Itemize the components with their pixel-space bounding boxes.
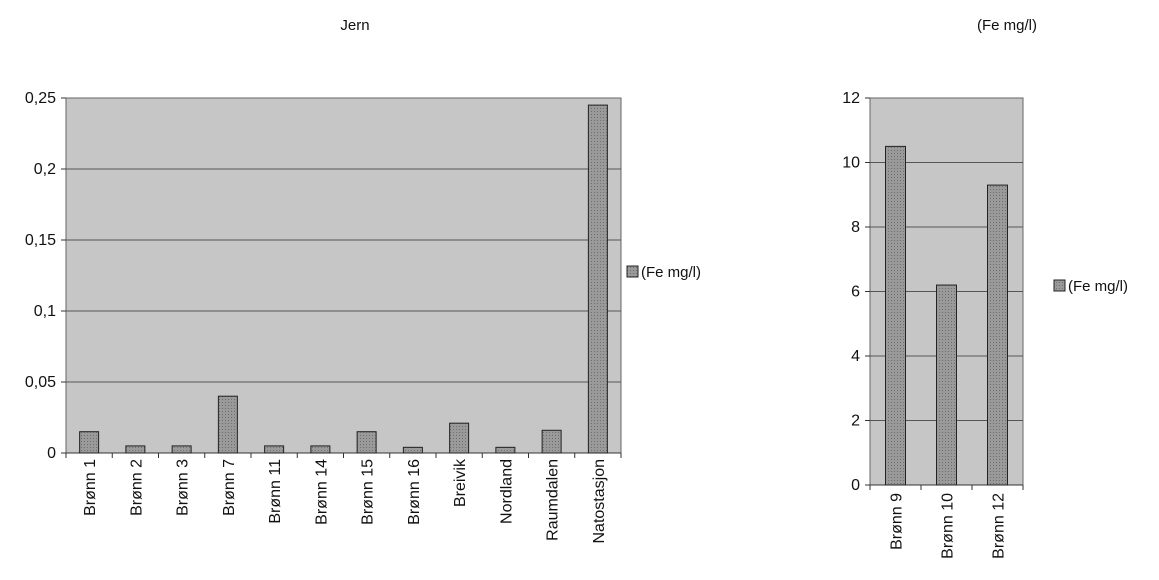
- x-tick-label: Raumdalen: [545, 459, 562, 541]
- x-tick-label: Brønn 10: [940, 493, 957, 559]
- bar: [885, 145, 906, 486]
- bar: [936, 284, 957, 486]
- bar: [264, 445, 285, 454]
- legend-label: (Fe mg/l): [1068, 278, 1128, 295]
- x-axis-labels: Brønn 9 Brønn 10 Brønn 12: [869, 485, 1024, 559]
- x-tick-label: Brønn 2: [128, 459, 145, 516]
- x-tick-label: Natostasjon: [591, 459, 608, 544]
- x-tick-label: Brønn 1: [82, 459, 99, 516]
- y-tick-label: 12: [842, 90, 860, 107]
- bar: [587, 104, 608, 454]
- bars: [79, 104, 608, 454]
- bars: [885, 145, 1008, 486]
- y-tick-label: 8: [851, 219, 860, 236]
- y-tick-label: 0: [47, 445, 56, 462]
- bar: [987, 184, 1008, 486]
- x-tick-label: Brønn 9: [889, 493, 906, 550]
- bar: [125, 445, 146, 454]
- y-tick-label: 0,15: [25, 232, 56, 249]
- x-tick-label: Brønn 3: [175, 459, 192, 516]
- bar: [402, 446, 423, 454]
- x-tick-label: Brønn 7: [221, 459, 238, 516]
- legend: (Fe mg/l): [626, 264, 701, 281]
- plot-area: [65, 97, 622, 454]
- x-axis-labels: Brønn 1 Brønn 2 Brønn 3 Brønn 7 Brønn 11 Brøn…: [65, 453, 622, 544]
- y-tick-label: 6: [851, 284, 860, 301]
- legend: (Fe mg/l): [1053, 278, 1128, 295]
- y-tick-label: 10: [842, 155, 860, 172]
- x-tick-label: Brønn 16: [406, 459, 423, 525]
- bar: [79, 431, 100, 454]
- y-tick-label: 0: [851, 477, 860, 494]
- bar: [310, 445, 331, 454]
- y-tick-label: 0,2: [34, 161, 56, 178]
- y-axis-ticks: 0 0,05 0,1 0,15 0,2 0,25: [25, 90, 66, 462]
- x-tick-label: Breivik: [452, 458, 469, 507]
- x-tick-label: Brønn 15: [360, 459, 377, 525]
- x-tick-label: Brønn 14: [313, 459, 330, 525]
- y-tick-label: 4: [851, 348, 860, 365]
- legend-swatch: [626, 265, 639, 278]
- y-axis-ticks: 0 2 4 6 8 10 12: [842, 90, 870, 494]
- bar: [171, 445, 192, 454]
- bar: [449, 422, 470, 454]
- x-tick-label: Brønn 11: [267, 459, 284, 524]
- x-tick-label: Brønn 12: [991, 493, 1008, 559]
- y-tick-label: 2: [851, 413, 860, 430]
- bar: [217, 395, 238, 454]
- bar: [541, 429, 562, 454]
- chart-title: (Fe mg/l): [977, 17, 1037, 34]
- bar: [495, 446, 516, 454]
- legend-label: (Fe mg/l): [641, 264, 701, 281]
- legend-swatch: [1053, 279, 1066, 292]
- y-tick-label: 0,1: [34, 303, 56, 320]
- bar: [356, 431, 377, 454]
- y-tick-label: 0,25: [25, 90, 56, 107]
- x-tick-label: Nordland: [498, 459, 515, 524]
- chart-title: Jern: [340, 17, 369, 34]
- y-tick-label: 0,05: [25, 374, 56, 391]
